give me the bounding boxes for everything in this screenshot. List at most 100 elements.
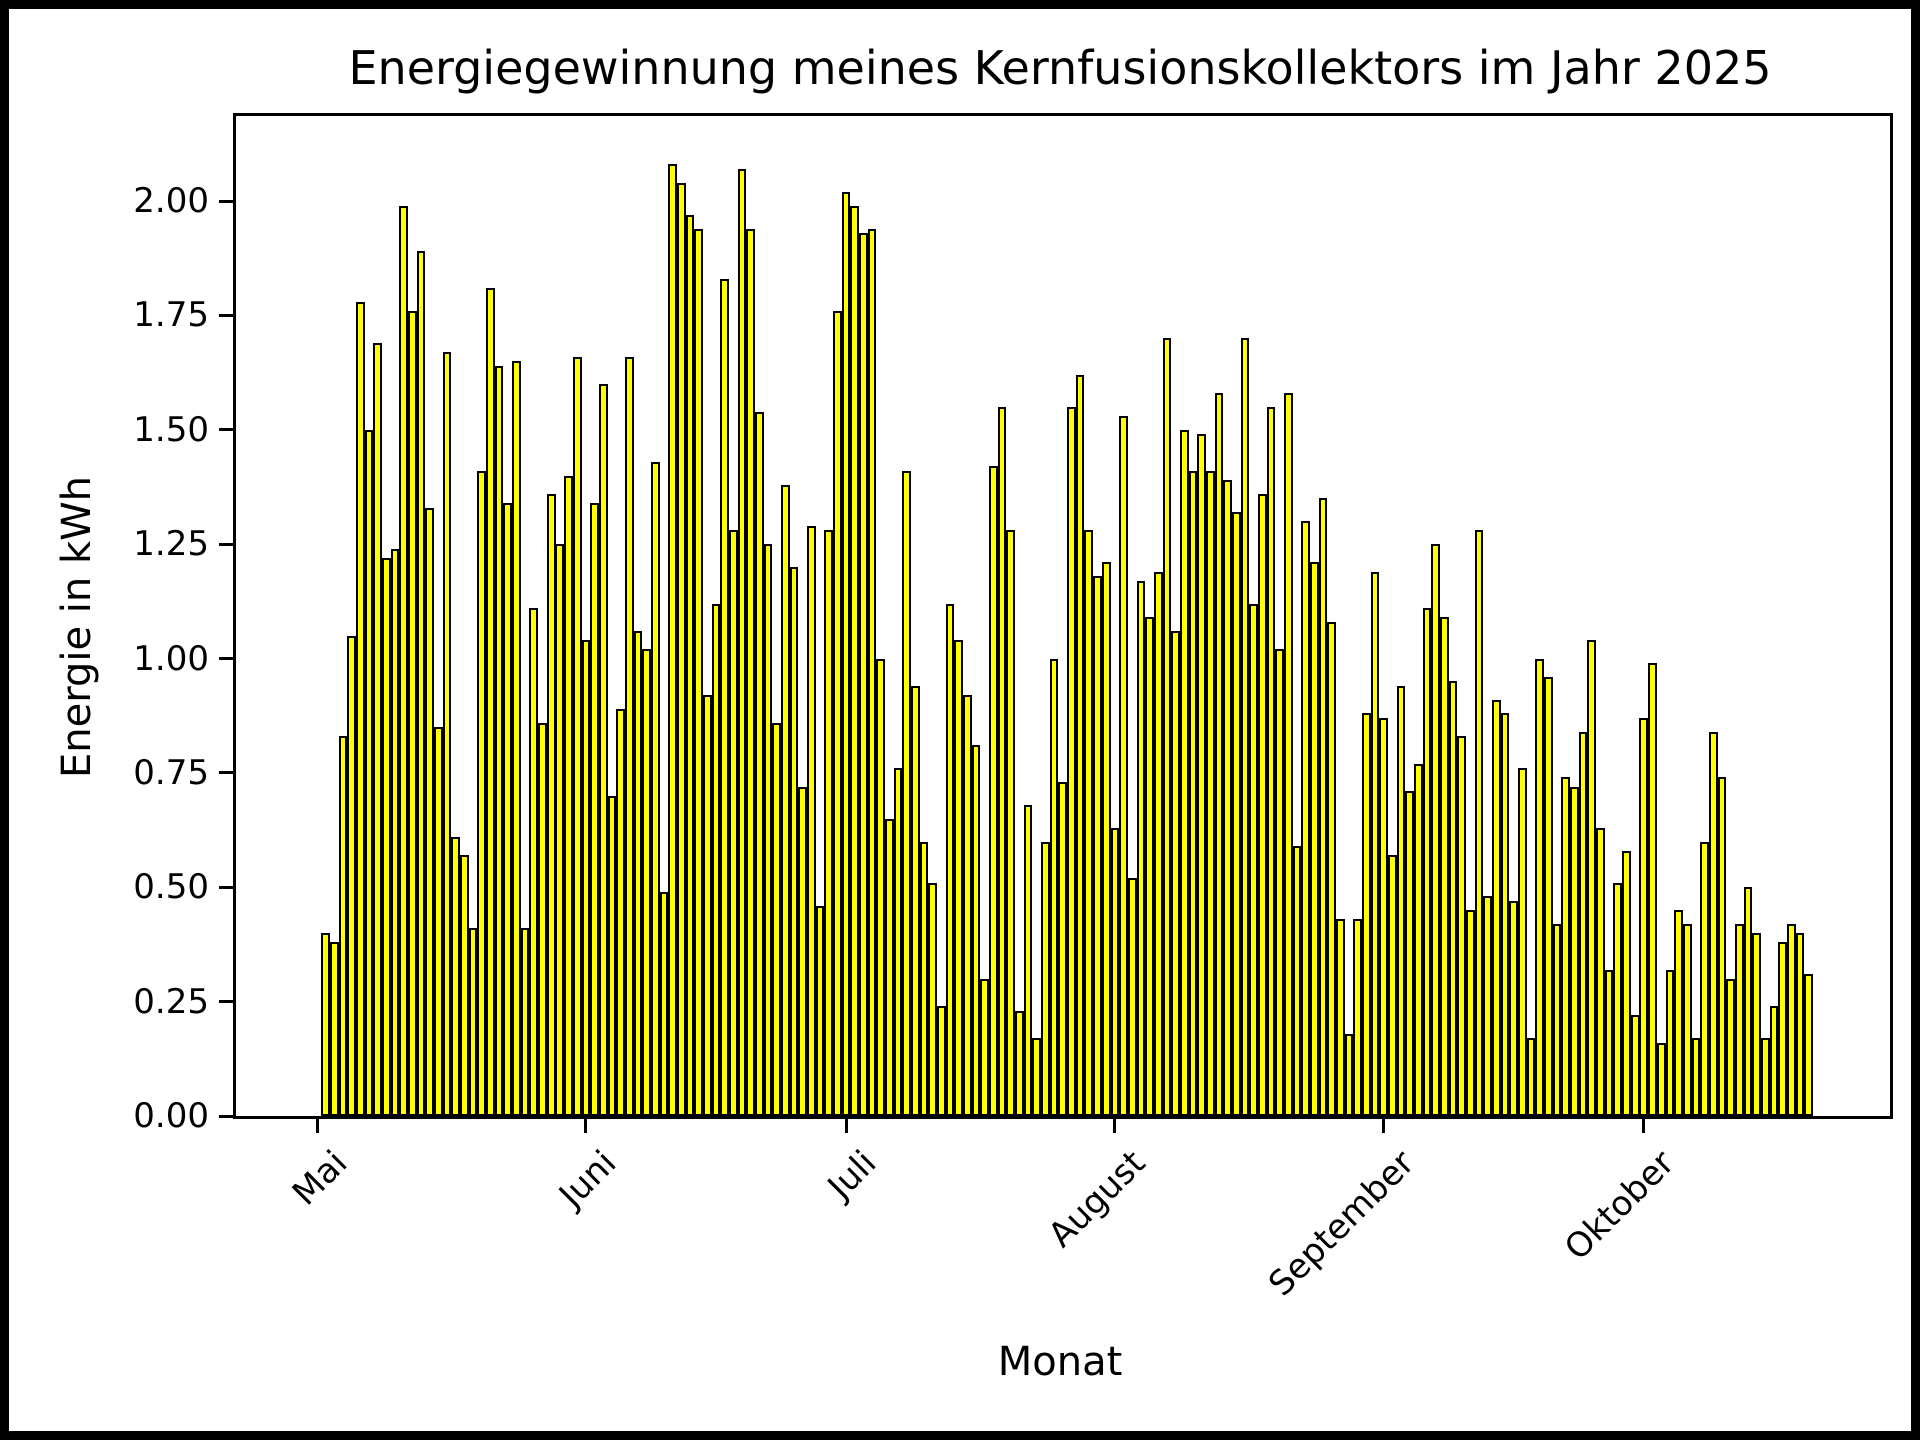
- bar-Oktober-17: [1778, 942, 1787, 1116]
- bar-September-19: [1535, 658, 1545, 1116]
- bar-Juli-16: [971, 745, 981, 1116]
- bar-Juli-18: [989, 466, 998, 1116]
- bar-September-3: [1396, 685, 1406, 1116]
- bar-Oktober-5: [1674, 910, 1683, 1116]
- bar-Mai-24: [512, 361, 521, 1116]
- bar-Mai-20: [477, 470, 487, 1116]
- bar-August-20: [1275, 649, 1284, 1116]
- bar-Mai-10: [390, 548, 400, 1116]
- plot-area: [233, 113, 1893, 1119]
- y-axis-label: Energie in kWh: [54, 475, 100, 779]
- bar-Juni-18: [728, 530, 738, 1116]
- bar-Juni-9: [650, 461, 660, 1116]
- bar-September-24: [1578, 731, 1588, 1116]
- bar-Juli-5: [876, 658, 886, 1116]
- bar-August-22: [1292, 846, 1302, 1116]
- bar-Mai-4: [338, 736, 348, 1116]
- bar-Oktober-6: [1786, 923, 1796, 1116]
- bar-Juli-12: [937, 1006, 946, 1116]
- y-tick-label: 0.75: [133, 752, 209, 793]
- bar-Oktober-1: [1639, 718, 1649, 1116]
- bar-Juli-9: [911, 685, 920, 1116]
- x-axis-label: Monat: [997, 1339, 1123, 1385]
- bar-Juni-21: [754, 411, 764, 1116]
- bar-Juni-17: [720, 278, 729, 1116]
- bar-Oktober-10: [1717, 777, 1727, 1116]
- y-tick-label: 0.50: [133, 867, 209, 908]
- bar-Juli-19: [997, 406, 1007, 1116]
- bar-Juli-15: [963, 695, 972, 1116]
- bar-Juni-13: [685, 214, 695, 1116]
- bar-Juni-28: [815, 905, 825, 1116]
- bar-August-3: [1127, 878, 1137, 1116]
- bar-Juli-4: [867, 228, 877, 1116]
- bar-August-17: [1249, 603, 1258, 1116]
- bar-August-13: [1214, 393, 1224, 1116]
- y-tick: [219, 199, 233, 203]
- bar-Juli-22: [1023, 804, 1033, 1116]
- bar-August-2: [1119, 416, 1128, 1116]
- bar-August-11: [1197, 434, 1206, 1116]
- y-tick-label: 1.50: [133, 409, 209, 450]
- bar-Juni-7: [633, 631, 643, 1116]
- bar-August-13: [1283, 393, 1293, 1116]
- y-tick: [219, 428, 233, 432]
- bar-Oktober-9: [1708, 731, 1718, 1116]
- bar-September-12: [1474, 530, 1484, 1116]
- bar-Juli-14: [954, 640, 964, 1116]
- bar-September-8: [1440, 617, 1449, 1116]
- bar-Mai-31: [572, 356, 582, 1116]
- y-tick: [219, 885, 233, 889]
- bar-Oktober-7: [1691, 1038, 1701, 1116]
- bar-September-10: [1457, 736, 1467, 1116]
- bar-Juni-25: [789, 567, 799, 1116]
- bar-Mai-12: [408, 310, 417, 1116]
- bar-Juli-23: [1032, 1038, 1042, 1116]
- bar-Mai-14: [425, 507, 435, 1116]
- bar-Mai-9: [382, 557, 391, 1116]
- x-tick-label-Juli: Juli: [820, 1143, 885, 1207]
- bar-Juni-14: [746, 228, 755, 1116]
- bar-August-27: [1335, 919, 1345, 1116]
- bar-August-7: [1240, 338, 1250, 1116]
- bar-September-1: [1379, 718, 1389, 1116]
- x-tick-label-Juni: Juni: [551, 1143, 625, 1216]
- bar-Juli-11: [928, 882, 938, 1116]
- bar-Juli-26: [1058, 782, 1068, 1116]
- y-tick: [219, 542, 233, 546]
- bar-Juli-8: [902, 470, 912, 1116]
- y-tick-label: 0.00: [133, 1096, 209, 1136]
- bar-Juli-28: [1075, 374, 1085, 1116]
- y-tick-label: 1.25: [133, 524, 209, 565]
- bar-Juli-20: [1006, 530, 1016, 1116]
- bar-Oktober-16: [1769, 1006, 1779, 1116]
- bar-Mai-23: [503, 503, 513, 1116]
- bar-Mai-26: [529, 608, 539, 1116]
- bar-Juli-21: [1015, 1010, 1024, 1116]
- bar-Mai-8: [373, 342, 383, 1116]
- bar-Mai-13: [416, 251, 426, 1116]
- bar-September-27: [1604, 969, 1614, 1116]
- bar-Oktober-4: [1665, 969, 1675, 1116]
- bar-August-9: [1179, 429, 1189, 1116]
- bar-Oktober-14: [1752, 933, 1761, 1116]
- bar-August-19: [1266, 406, 1276, 1116]
- bar-September-29: [1622, 850, 1631, 1116]
- bar-Juni-14: [694, 228, 703, 1116]
- y-tick-label: 2.00: [133, 181, 209, 222]
- bar-August-10: [1188, 470, 1198, 1116]
- bar-Mai-15: [434, 727, 443, 1116]
- bar-August-4: [1136, 580, 1146, 1116]
- bar-Mai-18: [460, 855, 469, 1116]
- bar-Juni-5: [616, 708, 625, 1116]
- bar-Mai-3: [330, 942, 339, 1116]
- bar-August-30: [1361, 713, 1371, 1116]
- y-tick-label: 0.25: [133, 981, 209, 1022]
- bar-Juli-31: [1101, 562, 1111, 1116]
- bar-Juli-20: [1084, 530, 1094, 1116]
- bar-August-28: [1344, 1033, 1354, 1116]
- bar-Juli-3: [859, 233, 868, 1116]
- bar-Juli-6: [885, 818, 894, 1116]
- x-tick-label-August: August: [1040, 1143, 1154, 1256]
